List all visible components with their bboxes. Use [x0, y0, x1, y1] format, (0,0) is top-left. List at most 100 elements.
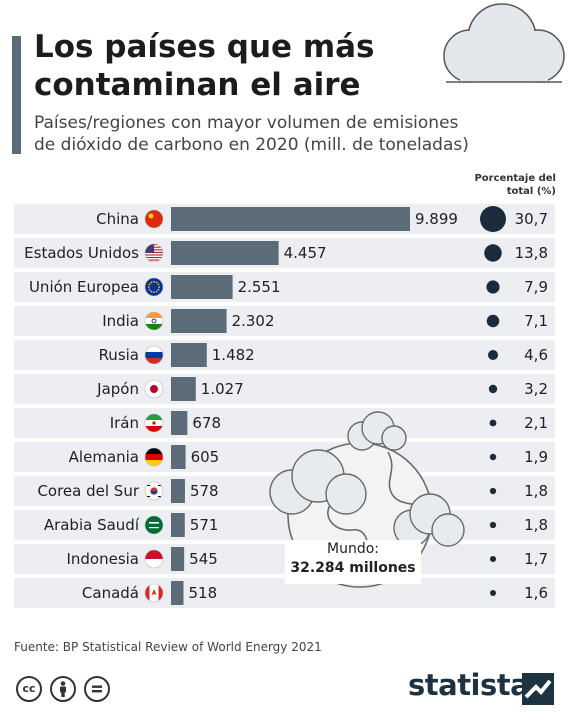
- bar: [171, 445, 186, 469]
- statista-logo[interactable]: statista: [408, 668, 530, 702]
- category-label: Rusia: [99, 346, 139, 364]
- category-label: Japón: [96, 380, 139, 398]
- bar: [171, 479, 185, 503]
- category-label: Unión Europea: [29, 278, 139, 296]
- category-label: Alemania: [69, 448, 139, 466]
- category-label: India: [102, 312, 139, 330]
- usa-flag-icon: [144, 243, 164, 263]
- russia-flag-icon: [144, 345, 164, 365]
- percentage-dot: [489, 555, 497, 563]
- percentage-dot: [486, 280, 500, 294]
- bar: [171, 513, 185, 537]
- saudi-arabia-flag-icon: [144, 515, 164, 535]
- south-korea-flag-icon: [144, 481, 164, 501]
- percentage-dot: [486, 314, 500, 328]
- germany-flag-icon: [144, 447, 164, 467]
- row-band: [14, 408, 555, 438]
- percentage-dot: [490, 590, 496, 596]
- value-label: 1.482: [212, 346, 255, 364]
- value-label: 2.551: [238, 278, 281, 296]
- cloud-icon: [443, 3, 565, 83]
- bar: [171, 309, 227, 333]
- percentage-label: 2,1: [524, 414, 548, 432]
- bar: [171, 581, 184, 605]
- source-note: Fuente: BP Statistical Review of World E…: [14, 640, 322, 654]
- value-label: 578: [190, 482, 219, 500]
- title-line-2: contaminan el aire: [34, 67, 361, 103]
- subtitle-line-1: Países/regiones con mayor volumen de emi…: [34, 113, 459, 133]
- row-band: [14, 272, 555, 302]
- no-derivatives-icon[interactable]: [84, 676, 110, 702]
- row-band: [14, 306, 555, 336]
- row-band: [14, 340, 555, 370]
- world-total-label: Mundo: 32.284 millones: [285, 540, 421, 584]
- value-label: 4.457: [284, 244, 327, 262]
- indonesia-flag-icon: [144, 549, 164, 569]
- row-band: [14, 510, 555, 540]
- statista-logo-mark: [522, 673, 554, 705]
- row-band: [14, 442, 555, 472]
- eu-flag-icon: [144, 277, 164, 297]
- percentage-label: 1,7: [524, 550, 548, 568]
- title-accent-bar: [12, 36, 21, 154]
- value-label: 545: [189, 550, 218, 568]
- value-label: 2.302: [232, 312, 275, 330]
- canada-flag-icon: [144, 583, 164, 603]
- percentage-dot: [480, 206, 506, 232]
- percentage-dot: [489, 453, 497, 461]
- percentage-label: 1,8: [524, 516, 548, 534]
- value-label: 9.899: [415, 210, 458, 228]
- japan-flag-icon: [144, 379, 164, 399]
- percentage-dot: [489, 521, 497, 529]
- percentage-label: 1,9: [524, 448, 548, 466]
- title-line-1: Los países que más: [34, 29, 375, 65]
- row-band: [14, 238, 555, 268]
- attribution-icon[interactable]: [50, 676, 76, 702]
- percentage-label: 13,8: [515, 244, 548, 262]
- globe-cloud-top: [347, 411, 407, 451]
- world-label: Mundo:: [327, 541, 379, 557]
- category-label: Canadá: [82, 584, 139, 602]
- percentage-label: 4,6: [524, 346, 548, 364]
- chart-subtitle: Países/regiones con mayor volumen de emi…: [34, 112, 504, 156]
- percentage-label: 30,7: [515, 210, 548, 228]
- china-flag-icon: [144, 209, 164, 229]
- percentage-dot: [488, 384, 498, 394]
- pct-header-line-1: Porcentaje del: [474, 173, 556, 184]
- row-band: [14, 578, 555, 608]
- category-label: China: [96, 210, 139, 228]
- globe-cloud-icon: [269, 449, 465, 547]
- value-label: 678: [192, 414, 221, 432]
- row-band: [14, 374, 555, 404]
- percentage-label: 7,9: [524, 278, 548, 296]
- creative-commons-icon[interactable]: cc: [16, 676, 42, 702]
- chart-title: Los países que más contaminan el aire: [34, 28, 434, 104]
- percentage-dot: [484, 244, 502, 262]
- bar: [171, 275, 233, 299]
- value-label: 1.027: [201, 380, 244, 398]
- world-value: 32.284 millones: [290, 560, 416, 576]
- row-band: [14, 544, 555, 574]
- percentage-label: 1,6: [524, 584, 548, 602]
- category-label: Irán: [110, 414, 139, 432]
- bar: [171, 207, 410, 231]
- percentage-label: 3,2: [524, 380, 548, 398]
- percentage-label: 7,1: [524, 312, 548, 330]
- percentage-dot: [489, 487, 497, 495]
- category-label: Indonesia: [66, 550, 139, 568]
- value-label: 571: [190, 516, 219, 534]
- bar: [171, 343, 207, 367]
- pct-header-line-2: total (%): [506, 186, 556, 197]
- subtitle-line-2: de dióxido de carbono en 2020 (mill. de …: [34, 135, 469, 155]
- value-label: 518: [189, 584, 218, 602]
- category-label: Corea del Sur: [37, 482, 139, 500]
- india-flag-icon: [144, 311, 164, 331]
- bar: [171, 241, 279, 265]
- percentage-column-header: Porcentaje del total (%): [470, 172, 556, 198]
- value-label: 605: [191, 448, 220, 466]
- percentage-dot: [489, 419, 497, 427]
- category-label: Estados Unidos: [24, 244, 139, 262]
- category-label: Arabia Saudí: [44, 516, 140, 534]
- iran-flag-icon: [144, 413, 164, 433]
- bar: [171, 377, 196, 401]
